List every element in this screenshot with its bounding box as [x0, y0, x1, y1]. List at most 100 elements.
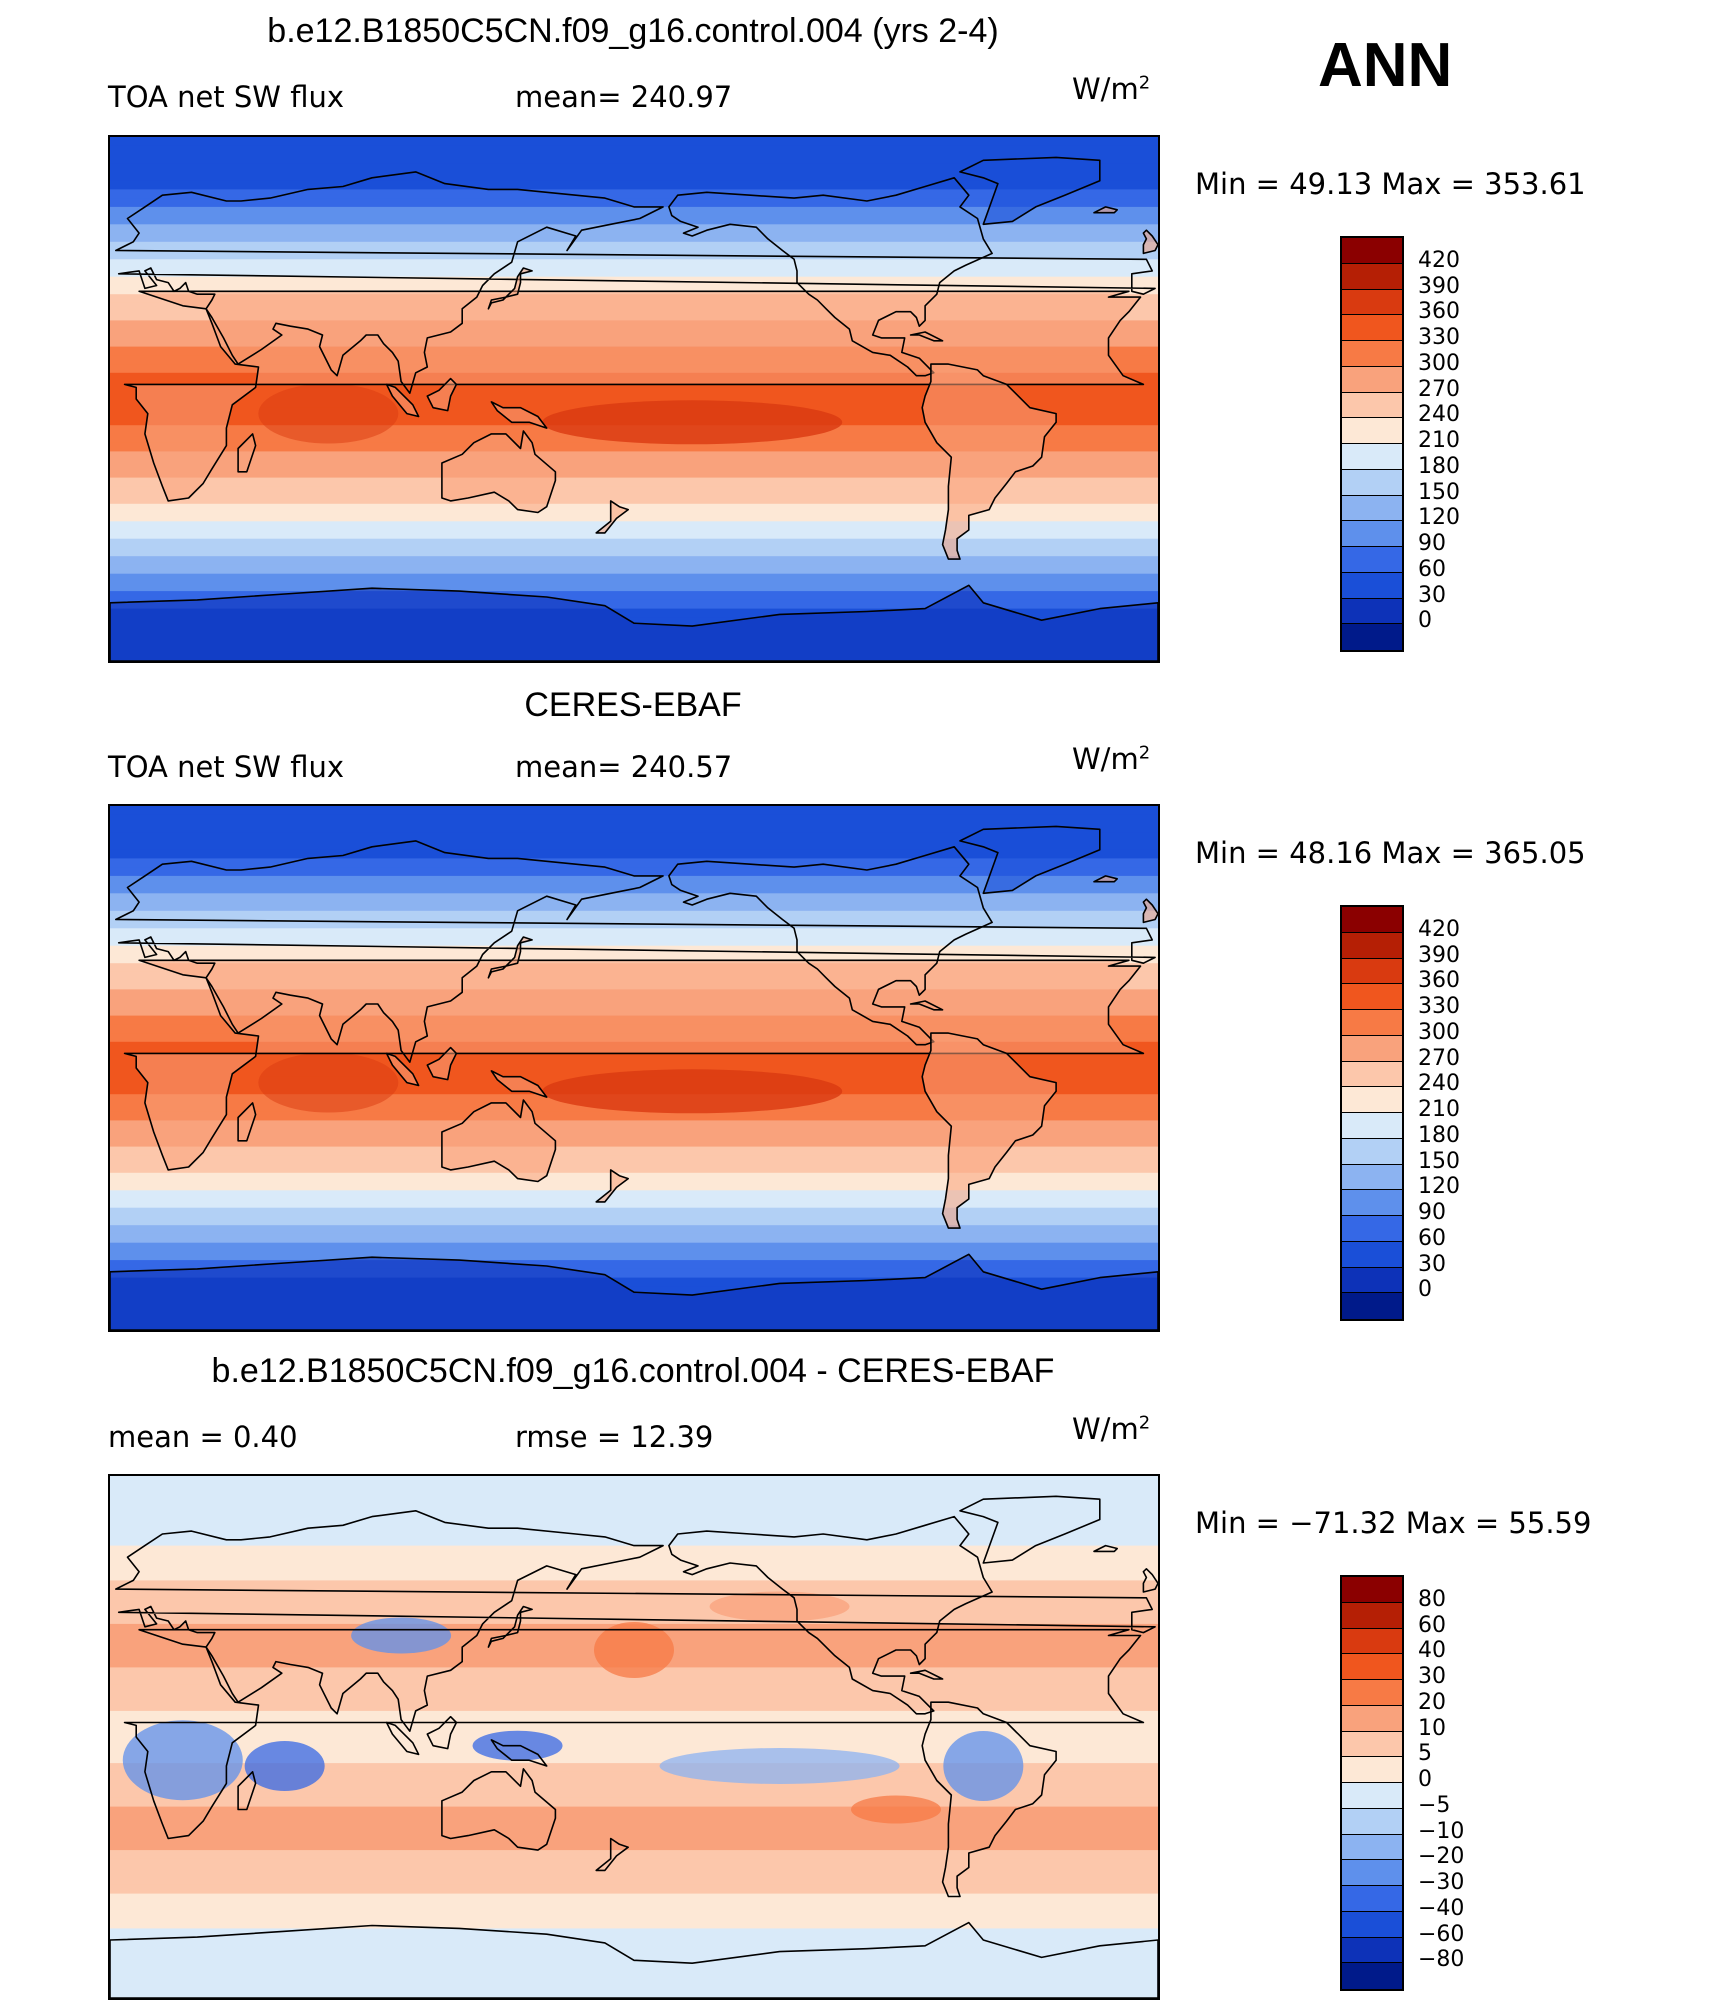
latitude-band	[110, 189, 1158, 199]
latitude-band	[110, 521, 1158, 531]
colorbar-tick-label: −40	[1418, 1895, 1465, 1921]
colorbar-tick-label: 420	[1418, 916, 1460, 942]
latitude-band	[110, 1233, 1158, 1244]
latitude-band	[110, 1164, 1158, 1174]
latitude-band	[110, 145, 1158, 155]
latitude-band	[110, 1945, 1158, 1956]
latitude-band	[110, 1493, 1158, 1503]
latitude-band	[110, 902, 1158, 912]
latitude-band	[110, 1519, 1158, 1529]
latitude-band	[110, 1597, 1158, 1608]
latitude-band	[110, 1146, 1158, 1156]
colorbar-segment	[1342, 1757, 1402, 1783]
colorbar-segment	[1342, 418, 1402, 444]
coastline-antarctica	[110, 1253, 1158, 1330]
latitude-band	[110, 233, 1158, 243]
latitude-band	[110, 163, 1158, 173]
colorbar-segment	[1342, 238, 1402, 264]
colorbar-tick-label: −20	[1418, 1844, 1465, 1870]
colorbar-tick-label: −5	[1418, 1792, 1451, 1818]
colorbar-segment	[1342, 1061, 1402, 1088]
high-flux-patch	[542, 1069, 843, 1114]
latitude-band	[110, 1806, 1158, 1816]
latitude-band	[110, 858, 1158, 868]
latitude-band	[110, 154, 1158, 164]
colorbar-tick-label: 40	[1418, 1638, 1446, 1664]
colorbar-tick-label: 30	[1418, 582, 1446, 608]
anomaly-patch	[122, 1720, 243, 1801]
colorbar-tick-label: 150	[1418, 479, 1460, 505]
latitude-band	[110, 259, 1158, 269]
panel-3-map	[108, 1474, 1160, 2000]
latitude-band	[110, 530, 1158, 540]
latitude-band	[110, 1928, 1158, 1938]
latitude-band	[110, 1745, 1158, 1755]
latitude-band	[110, 1754, 1158, 1764]
coastline-borneo	[426, 377, 458, 412]
coastline-greenland	[959, 1495, 1101, 1564]
colorbar-tick-label: 60	[1418, 1612, 1446, 1638]
colorbar-segment	[1342, 1035, 1402, 1062]
latitude-band	[110, 1702, 1158, 1712]
latitude-band	[110, 1719, 1158, 1729]
coastline-japan	[487, 1605, 533, 1648]
latitude-band	[110, 390, 1158, 400]
latitude-band	[110, 1867, 1158, 1877]
coastline-madagascar	[237, 1771, 257, 1811]
colorbar-tick-label: 30	[1418, 1251, 1446, 1277]
latitude-band	[110, 1181, 1158, 1191]
colorbar-tick-label: 330	[1418, 994, 1460, 1019]
coastline-iceland	[1093, 875, 1118, 883]
latitude-band	[110, 486, 1158, 496]
colorbar-segment	[1342, 521, 1402, 547]
latitude-band	[110, 1919, 1158, 1929]
latitude-band	[110, 1902, 1158, 1912]
colorbar-tick-label: 330	[1418, 325, 1460, 350]
colorbar-segment	[1342, 263, 1402, 290]
colorbar-tick-label: 210	[1418, 428, 1460, 453]
latitude-band	[110, 954, 1158, 964]
colorbar-tick-label: 420	[1418, 247, 1460, 273]
latitude-band	[110, 1120, 1158, 1130]
panel-3-colorbar	[1340, 1575, 1404, 1991]
coastline-iceland	[1093, 1544, 1118, 1553]
latitude-band	[110, 617, 1158, 627]
anomaly-patch	[659, 1748, 900, 1784]
colorbar-tick-label: −30	[1418, 1870, 1465, 1895]
latitude-band	[110, 1528, 1158, 1538]
latitude-band	[110, 893, 1158, 903]
colorbar-segment	[1342, 1628, 1402, 1655]
coastline-uk	[1142, 229, 1158, 255]
latitude-band	[110, 608, 1158, 618]
latitude-band	[110, 1832, 1158, 1842]
colorbar-segment	[1342, 1138, 1402, 1165]
coastline-borneo	[426, 1046, 458, 1081]
colorbar-segment	[1342, 1293, 1402, 1319]
units-text: W/m	[1072, 1412, 1139, 1446]
coastline-australia	[441, 1768, 557, 1851]
colorbar-segment	[1342, 1886, 1402, 1912]
anomaly-patch	[351, 1617, 452, 1654]
latitude-band	[110, 1763, 1158, 1773]
coastline-eurasia	[115, 840, 1156, 1063]
panel-2-units: W/m2	[1072, 742, 1150, 776]
coastline-namerica	[668, 846, 993, 1046]
colorbar-tick-label: 120	[1418, 505, 1460, 531]
colorbar-segment	[1342, 1808, 1402, 1835]
units-exponent: 2	[1138, 742, 1151, 764]
panel-2-title: CERES-EBAF	[524, 686, 742, 724]
latitude-band	[110, 241, 1158, 252]
anomaly-patch	[244, 1741, 325, 1791]
latitude-band	[110, 460, 1158, 470]
colorbar-tick-label: 180	[1418, 1122, 1460, 1148]
latitude-band	[110, 840, 1158, 851]
colorbar-segment	[1342, 547, 1402, 573]
colorbar-segment	[1342, 1164, 1402, 1191]
latitude-band	[110, 1963, 1158, 1973]
latitude-band	[110, 556, 1158, 566]
latitude-band	[110, 928, 1158, 938]
latitude-band	[110, 1580, 1158, 1590]
colorbar-segment	[1342, 1267, 1402, 1294]
latitude-band	[110, 1858, 1158, 1869]
colorbar-segment	[1342, 1680, 1402, 1706]
